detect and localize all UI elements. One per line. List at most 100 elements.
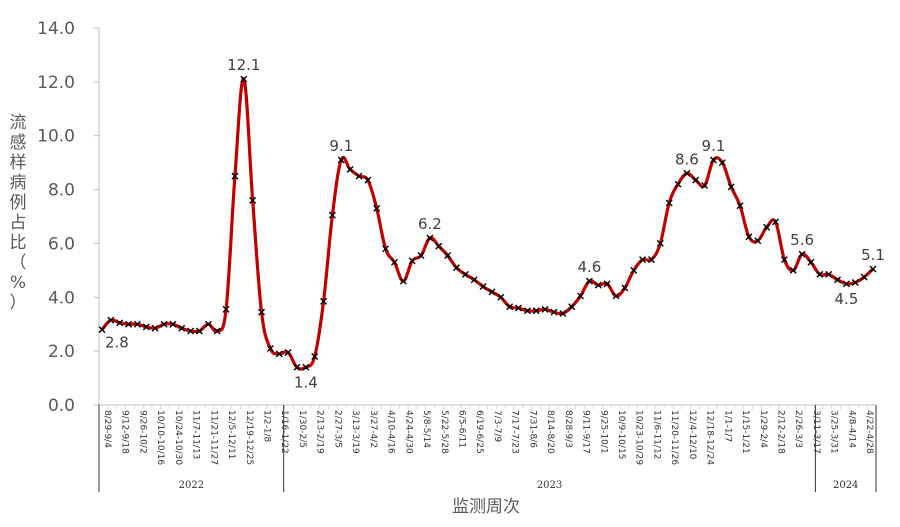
data-point-marker — [444, 252, 452, 260]
x-tick-label: 1/30-2/5 — [297, 410, 307, 448]
data-point-marker — [160, 320, 168, 328]
data-point-marker — [754, 237, 762, 245]
data-point-marker — [727, 183, 735, 191]
x-tick-label: 4/10-4/16 — [386, 410, 396, 454]
data-point-marker — [373, 204, 381, 212]
data-point-marker — [435, 242, 443, 250]
x-axis-title: 监测周次 — [452, 497, 520, 517]
data-point-marker — [488, 288, 496, 296]
x-tick-label: 2/26-3/3 — [793, 410, 803, 448]
x-tick-label: 3/11-3/17 — [811, 410, 821, 454]
data-point-marker — [701, 182, 709, 190]
data-label: 12.1 — [227, 56, 260, 74]
x-tick-label: 6/5-6/11 — [456, 410, 466, 448]
data-point-marker — [452, 264, 460, 272]
data-point-marker — [337, 156, 345, 164]
data-label: 5.6 — [790, 231, 814, 249]
data-point-marker — [142, 323, 150, 331]
year-label: 2023 — [537, 480, 562, 491]
data-point-marker — [240, 75, 248, 83]
data-point-marker — [585, 277, 593, 285]
data-point-marker — [151, 324, 159, 332]
data-label: 5.1 — [861, 246, 885, 264]
data-point-marker — [328, 211, 336, 219]
x-tick-label: 4/8-4/14 — [846, 410, 856, 448]
x-tick-label: 11/7-11/13 — [191, 410, 201, 459]
data-point-marker — [311, 353, 319, 361]
data-point-marker — [169, 320, 177, 328]
data-point-marker — [125, 320, 133, 328]
data-label: 2.8 — [105, 334, 129, 352]
data-point-marker — [860, 273, 868, 281]
x-tick-label: 1/16-1/22 — [279, 410, 289, 454]
x-tick-label: 6/19-6/25 — [474, 410, 484, 454]
data-point-marker — [674, 180, 682, 188]
data-point-marker — [550, 308, 558, 316]
data-point-marker — [683, 169, 691, 177]
x-tick-label: 5/8-5/14 — [421, 410, 431, 448]
y-axis-title: 流感样病例占比（%） — [10, 113, 27, 313]
data-label: 6.2 — [418, 215, 442, 233]
data-point-marker — [187, 327, 195, 335]
y-tick-label: 4.0 — [48, 288, 75, 308]
x-tick-label: 2/27-3/5 — [332, 410, 342, 448]
x-tick-label: 9/26-10/2 — [137, 410, 147, 454]
data-point-marker — [213, 327, 221, 335]
data-point-marker — [789, 266, 797, 274]
data-point-marker — [293, 363, 301, 371]
data-point-marker — [399, 277, 407, 285]
y-tick-label: 14.0 — [37, 19, 75, 39]
y-tick-label: 8.0 — [48, 181, 75, 201]
data-point-marker — [630, 266, 638, 274]
data-point-marker — [798, 250, 806, 258]
x-tick-label: 8/14-8/20 — [545, 410, 555, 454]
x-tick-label: 1/1-1/7 — [722, 410, 732, 442]
data-point-marker — [195, 327, 203, 335]
data-point-marker — [506, 303, 514, 311]
data-point-marker — [603, 280, 611, 288]
data-point-marker — [568, 303, 576, 311]
data-point-marker — [639, 256, 647, 264]
data-point-marker — [665, 199, 673, 207]
data-point-marker — [204, 320, 212, 328]
data-point-marker — [408, 257, 416, 265]
data-point-marker — [816, 270, 824, 278]
data-point-marker — [656, 239, 664, 247]
data-label: 9.1 — [702, 137, 726, 155]
data-point-marker — [772, 218, 780, 226]
data-point-marker — [692, 176, 700, 184]
data-point-marker — [523, 307, 531, 315]
x-tick-label: 2/13-2/19 — [315, 410, 325, 454]
data-point-marker — [302, 363, 310, 371]
x-tick-label: 3/13-3/19 — [350, 410, 360, 454]
data-point-marker — [426, 234, 434, 242]
data-point-marker — [178, 324, 186, 332]
data-point-marker — [647, 256, 655, 264]
data-point-marker — [133, 320, 141, 328]
data-point-marker — [834, 276, 842, 284]
x-tick-label: 4/24-4/30 — [403, 410, 413, 454]
x-tick-label: 7/31-8/6 — [527, 410, 537, 448]
data-point-marker — [718, 159, 726, 167]
data-point-marker — [612, 292, 620, 300]
data-point-marker — [231, 172, 239, 180]
data-point-marker — [275, 350, 283, 358]
y-tick-label: 2.0 — [48, 342, 75, 362]
x-tick-label: 9/12-9/18 — [120, 410, 130, 454]
year-label: 2024 — [833, 480, 858, 491]
x-tick-label: 1/2-1/8 — [262, 410, 272, 442]
data-point-marker — [621, 284, 629, 292]
data-point-marker — [222, 305, 230, 313]
x-tick-label: 9/11-9/17 — [581, 410, 591, 454]
data-point-marker — [98, 326, 106, 334]
data-point-marker — [497, 293, 505, 301]
y-tick-label: 6.0 — [48, 234, 75, 254]
x-tick-label: 10/10-10/16 — [155, 410, 165, 465]
x-tick-label: 11/20-11/26 — [669, 410, 679, 465]
x-tick-label: 3/25-3/31 — [829, 410, 839, 454]
x-tick-label: 11/21-11/27 — [208, 410, 218, 465]
x-tick-label: 1/29-2/4 — [758, 410, 768, 448]
data-point-marker — [780, 256, 788, 264]
x-tick-label: 5/22-5/28 — [439, 410, 449, 454]
